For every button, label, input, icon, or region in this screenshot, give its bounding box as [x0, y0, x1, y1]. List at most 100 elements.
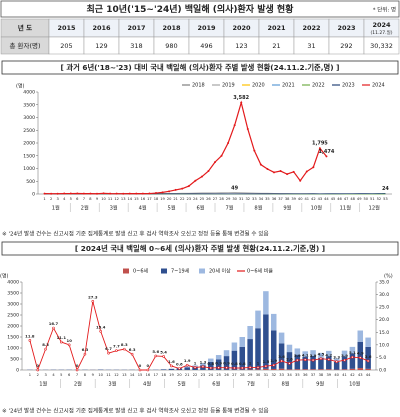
x-tick-label: 33 — [279, 373, 284, 377]
series-point — [259, 163, 262, 166]
series-line — [44, 100, 327, 195]
data-label: 5.4 — [160, 349, 167, 354]
series-point — [162, 355, 165, 358]
series-point — [99, 329, 102, 333]
bar-segment — [263, 368, 269, 370]
bar-segment — [294, 369, 301, 370]
x-tick-label: 27 — [213, 197, 218, 201]
series-point — [319, 357, 323, 360]
series-point — [200, 175, 203, 178]
x-tick-label: 1 — [43, 197, 45, 201]
data-label: 0.8 — [231, 361, 238, 366]
series-point — [168, 190, 171, 193]
data-label: 3.6 — [278, 354, 285, 359]
x-tick-label: 3 — [44, 373, 46, 377]
x-tick-label: 14 — [127, 197, 132, 201]
x-tick-label: 19 — [160, 197, 165, 201]
data-label: 0 — [76, 363, 79, 368]
x-tick-label: 13 — [122, 373, 127, 377]
x-tick-label: 12 — [114, 197, 119, 201]
month-label: 6월 — [196, 204, 204, 212]
bar-segment — [365, 346, 371, 369]
series-point — [135, 192, 138, 195]
month-label: 7월 — [247, 380, 255, 388]
bar-segment — [302, 351, 308, 357]
bar-segment — [310, 355, 316, 370]
bar-segment — [247, 326, 253, 340]
data-label: 1.6 — [168, 359, 175, 364]
data-label: 1,474 — [319, 149, 335, 155]
bar-segment — [286, 344, 293, 353]
bar-segment — [294, 348, 301, 355]
series-point — [256, 366, 260, 369]
month-label: 9월 — [316, 380, 324, 388]
bar-segment — [357, 330, 364, 342]
series-point — [102, 192, 105, 195]
month-label: 2월 — [74, 380, 82, 388]
series-point — [233, 124, 236, 127]
x-tick-label: 36 — [303, 373, 308, 377]
data-label: 1 — [257, 360, 260, 365]
bar-segment — [318, 369, 324, 370]
x-tick-label: 51 — [370, 197, 375, 201]
series-point — [178, 367, 181, 370]
bar-segment — [208, 361, 214, 370]
x-tick-label: 22 — [180, 197, 185, 201]
footnote: ※ '24년 발생 건수는 신고시점 기준 집계통계로 발생 신고 후 검사 역… — [2, 230, 269, 238]
series-point — [280, 359, 283, 363]
x-tick-label: 16 — [141, 197, 146, 201]
x-tick-label: 11 — [106, 373, 111, 377]
month-label: 8월 — [281, 380, 289, 388]
data-label: 4.1 — [302, 353, 309, 358]
bar-segment — [357, 341, 364, 369]
y-tick-label: 4000 — [23, 90, 35, 96]
series-line — [29, 301, 369, 372]
month-label: 9월 — [283, 204, 291, 212]
y2-tick-label: 25.0 — [379, 305, 389, 311]
series-point — [246, 127, 249, 130]
data-label: 0.9 — [223, 361, 230, 366]
bar-segment — [278, 343, 285, 369]
series-point — [75, 368, 79, 372]
series-point — [227, 142, 230, 144]
bar-segment — [357, 368, 364, 370]
legend-label: 2020 — [252, 83, 265, 89]
x-tick-label: 20 — [167, 197, 172, 201]
bar-segment — [247, 339, 253, 370]
bar-segment — [341, 350, 348, 357]
series-point — [56, 192, 59, 195]
data-label: 0 — [147, 363, 150, 368]
data-label: 1.5 — [262, 359, 269, 364]
data-label: 10 — [67, 338, 73, 343]
series-point — [107, 351, 110, 355]
series-point — [318, 147, 321, 150]
y2-tick-label: 10.0 — [379, 342, 389, 348]
month-label: 8월 — [254, 204, 262, 212]
data-label: 7.7 — [113, 344, 120, 349]
bar-segment — [239, 346, 246, 370]
data-label: 1,795 — [312, 141, 328, 147]
x-tick-label: 3 — [57, 197, 59, 201]
legend-label: 0~6세 — [133, 268, 149, 275]
series-point — [43, 192, 46, 195]
data-label: 1.9 — [270, 358, 277, 363]
x-tick-label: 12 — [114, 373, 119, 377]
bar-segment — [286, 352, 293, 370]
series-point — [225, 366, 228, 370]
bar-segment — [286, 369, 293, 370]
table-header-text: 2016 — [92, 24, 111, 32]
x-tick-label: 2 — [37, 373, 39, 377]
series-point — [296, 358, 299, 362]
month-label: 3월 — [110, 204, 118, 212]
data-label: 0 — [36, 363, 39, 368]
month-label: 10월 — [311, 204, 323, 212]
series-point — [52, 326, 55, 330]
series-point — [366, 359, 370, 363]
bar-segment — [294, 354, 301, 370]
bar-segment — [333, 358, 340, 362]
y-tick-label: 3500 — [23, 102, 35, 108]
series-point — [63, 192, 66, 195]
bar-segment — [160, 369, 167, 370]
bar-segment — [302, 369, 308, 370]
